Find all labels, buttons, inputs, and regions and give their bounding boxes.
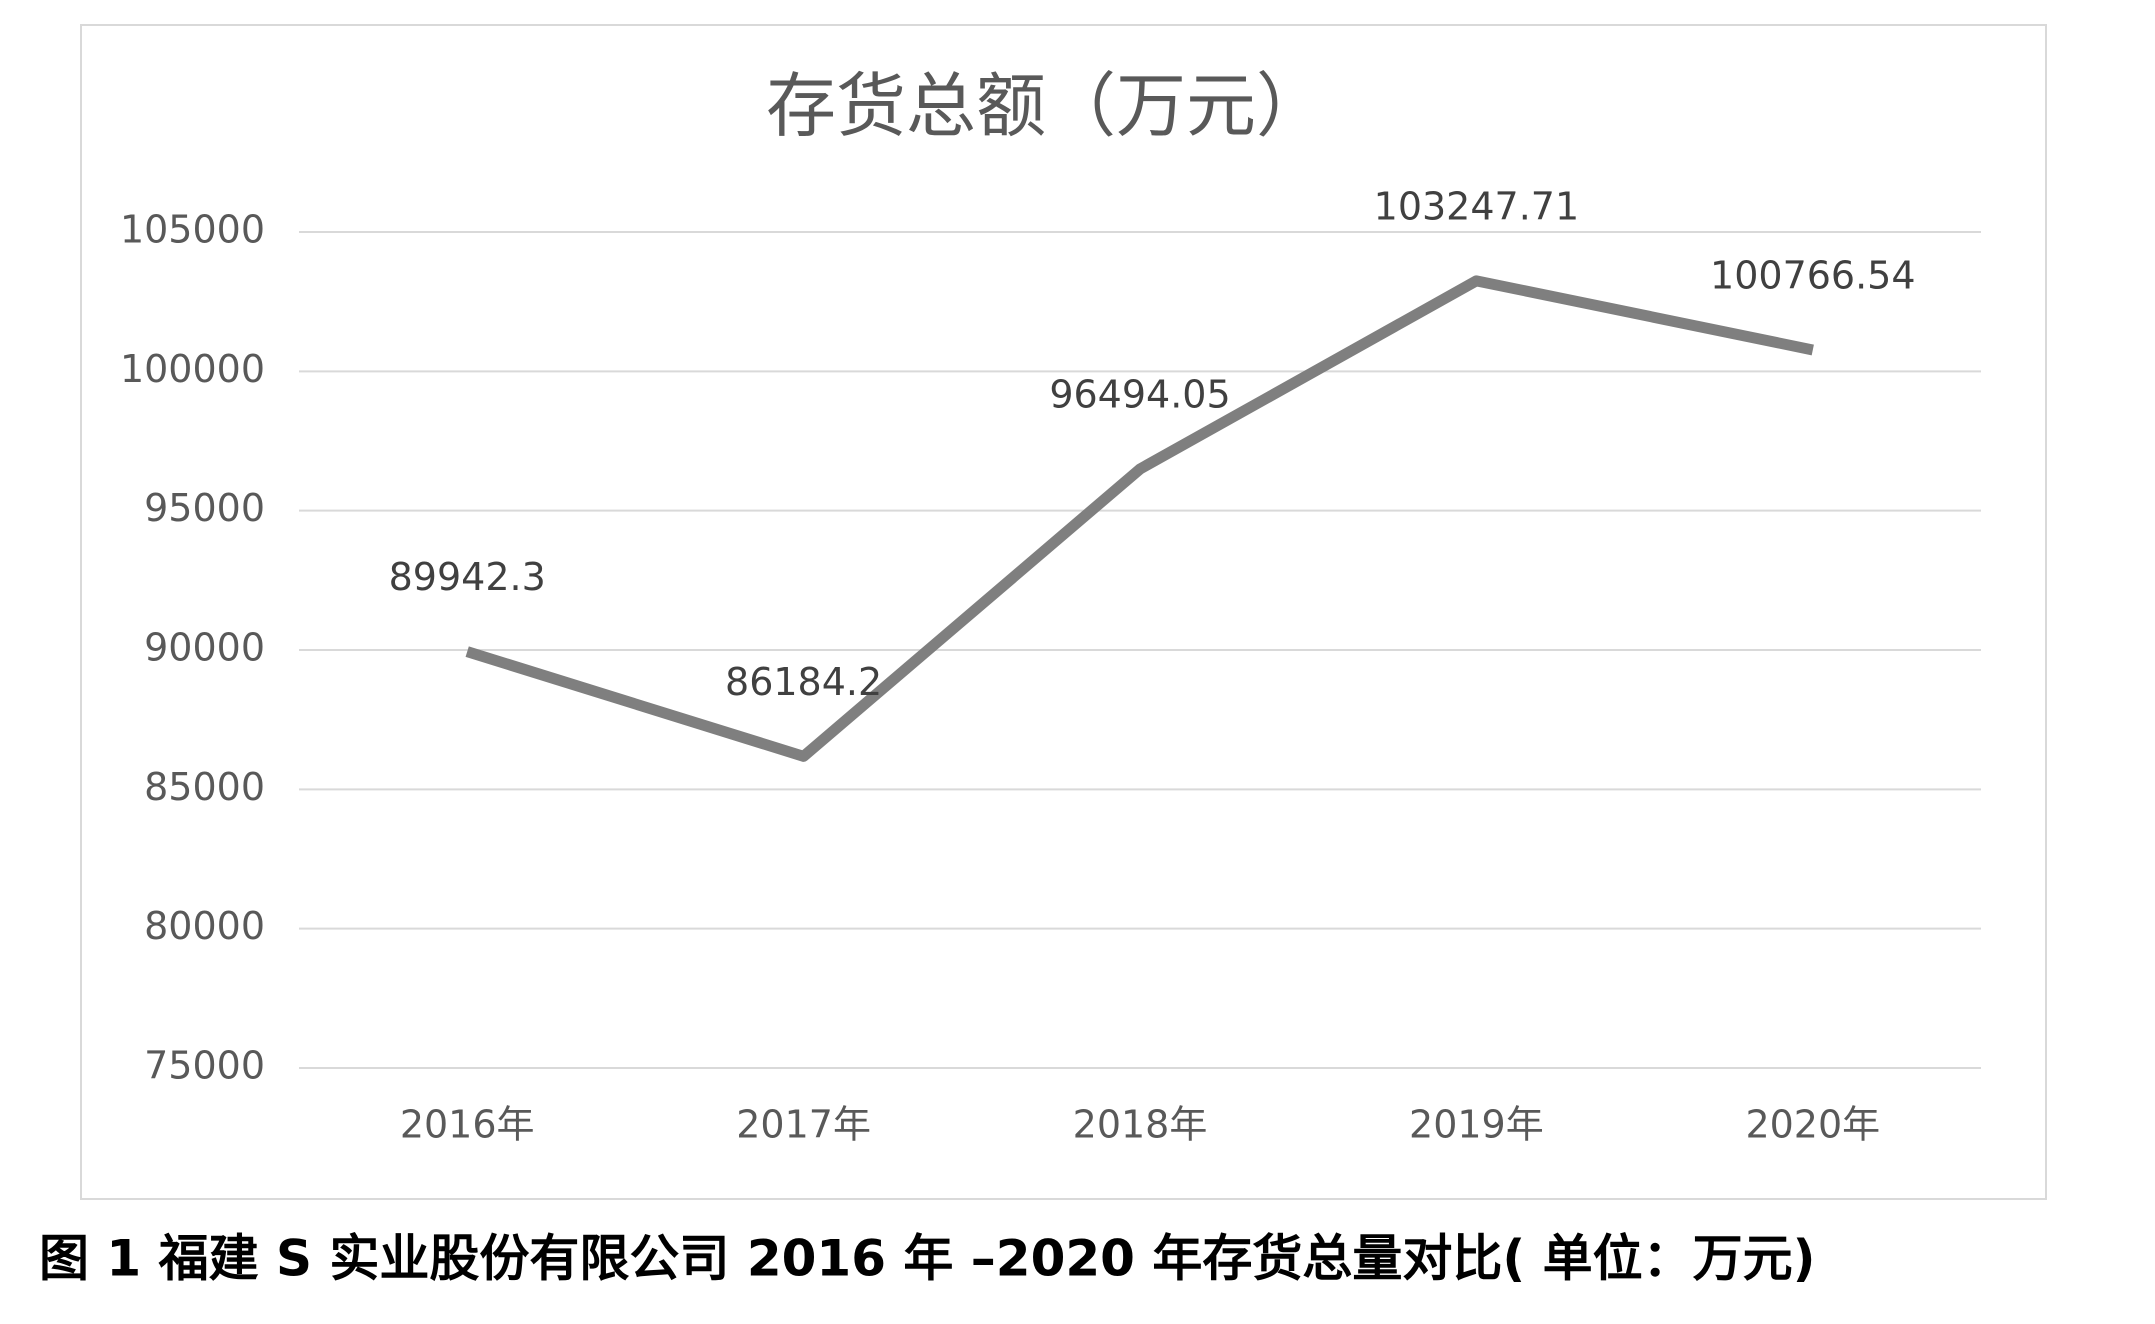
caption: 图 1 福建 S 实业股份有限公司 2016 年 –2020 年存货总量对比( … <box>39 1230 1816 1288</box>
y-tick-label: 105000 <box>120 208 265 252</box>
x-tick-label: 2017年 <box>736 1103 871 1147</box>
data-label: 96494.05 <box>1049 373 1230 417</box>
x-tick-label: 2019年 <box>1409 1103 1544 1147</box>
y-tick-label: 90000 <box>144 626 265 670</box>
line <box>465 275 1814 762</box>
y-tick-label: 85000 <box>144 765 265 809</box>
x-tick-label: 2016年 <box>400 1103 535 1147</box>
y-tick-label: 75000 <box>144 1044 265 1088</box>
data-label: 103247.71 <box>1374 184 1580 228</box>
data-label: 100766.54 <box>1710 253 1916 297</box>
x-tick-label: 2020年 <box>1745 1103 1880 1147</box>
y-tick-label: 80000 <box>144 904 265 948</box>
x-tick-label: 2018年 <box>1073 1103 1208 1147</box>
y-tick-label: 95000 <box>144 486 265 530</box>
data-label: 86184.2 <box>725 660 882 704</box>
chart-title: 存货总额（万元） <box>766 65 1326 147</box>
data-label: 89942.3 <box>389 555 546 599</box>
chart-border <box>80 24 2047 1200</box>
y-tick-label: 100000 <box>120 347 265 391</box>
